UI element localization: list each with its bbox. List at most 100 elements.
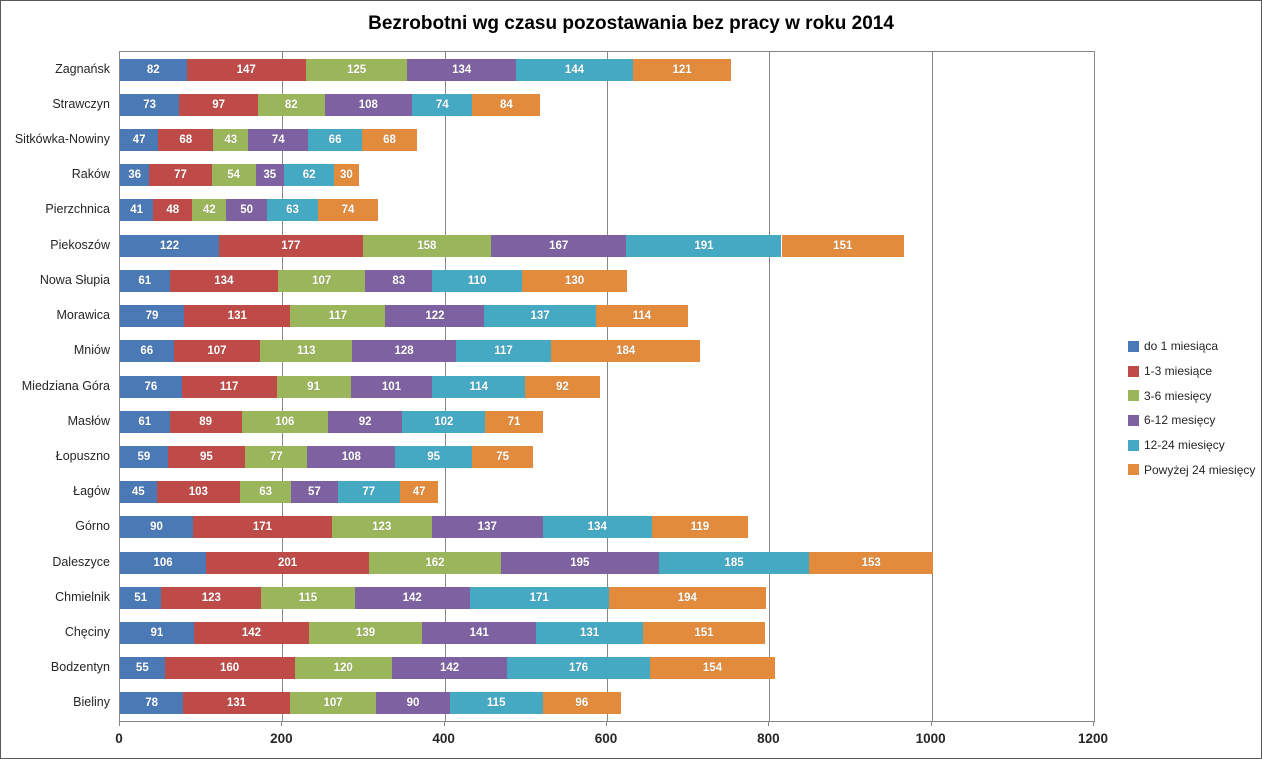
bar-value-label: 68	[179, 134, 193, 147]
bar-segment: 90	[376, 692, 450, 715]
bar-segment: 92	[327, 410, 403, 433]
bar-value-label: 185	[724, 556, 744, 569]
bar-row: 79 131 117 122 137 114	[120, 305, 1094, 328]
bar-value-label: 115	[298, 591, 318, 604]
bar-segment: 103	[156, 481, 241, 504]
legend-label: 1-3 miesiące	[1144, 364, 1213, 379]
category-label: Raków	[71, 167, 110, 182]
x-tick-label-600: 600	[594, 731, 618, 746]
bar-value-label: 57	[307, 486, 321, 499]
bar-segment: 108	[307, 445, 396, 468]
bar-segment: 137	[484, 305, 596, 328]
bar-value-label: 61	[138, 274, 152, 287]
bar-segment: 122	[385, 305, 485, 328]
x-tick-mark-0	[119, 721, 120, 726]
bar-value-label: 162	[425, 556, 445, 569]
category-label: Chęciny	[64, 624, 110, 639]
bar-value-label: 117	[494, 345, 513, 358]
bar-segment: 123	[331, 516, 432, 539]
bar-value-label: 122	[425, 310, 445, 323]
bar-segment: 43	[213, 129, 249, 152]
bar-segment: 63	[266, 199, 319, 222]
bar-value-label: 35	[263, 169, 277, 182]
bar-segment: 66	[308, 129, 362, 152]
bar-segment: 131	[184, 305, 291, 328]
bar-value-label: 78	[145, 697, 159, 710]
bar-value-label: 171	[252, 521, 273, 534]
bar-segment: 134	[407, 58, 517, 81]
bar-value-label: 134	[452, 63, 472, 76]
bar-segment: 41	[120, 199, 154, 222]
bar-segment: 77	[149, 164, 212, 187]
bar-value-label: 147	[236, 63, 256, 76]
bar-value-label: 107	[323, 697, 343, 710]
bar-segment: 184	[550, 340, 701, 363]
bar-row: 76 117 91 101 114 92	[120, 375, 1094, 398]
legend-label: do 1 miesiąca	[1144, 339, 1219, 354]
bar-value-label: 36	[128, 169, 141, 182]
bar-value-label: 59	[137, 450, 151, 463]
bar-segment: 96	[542, 692, 621, 715]
bar-value-label: 195	[570, 556, 590, 569]
bar-segment: 91	[276, 375, 351, 398]
bar-value-label: 92	[358, 415, 372, 428]
bar-segment: 160	[164, 657, 295, 680]
x-tick-label-200: 200	[270, 731, 293, 746]
bar-value-label: 55	[135, 662, 149, 675]
x-tick-label-1000: 1000	[915, 731, 946, 746]
bar-value-label: 41	[130, 204, 144, 217]
x-tick-label-800: 800	[757, 731, 780, 746]
bar-value-label: 191	[694, 239, 714, 252]
bar-segment: 50	[226, 199, 267, 222]
bar-value-label: 97	[212, 98, 225, 111]
plot-area: 82 147 125 134 144 121 73 97 82 108 74 84 47 68 43 74 66…	[119, 51, 1095, 722]
bar-value-label: 101	[381, 380, 402, 393]
bar-value-label: 42	[202, 204, 216, 217]
bar-segment: 82	[120, 58, 187, 81]
bar-row: 61 89 106 92 102 71	[120, 410, 1094, 433]
bar-value-label: 167	[549, 239, 569, 252]
bar-segment: 78	[120, 692, 184, 715]
legend-item: do 1 miesiąca	[1128, 334, 1255, 359]
bar-segment: 130	[521, 269, 628, 292]
bar-segment: 106	[120, 551, 207, 574]
bar-segment: 114	[595, 305, 689, 328]
bar-segment: 144	[516, 58, 633, 81]
bar-segment: 113	[260, 340, 353, 363]
bar-value-label: 134	[587, 521, 607, 534]
bar-segment: 92	[525, 375, 600, 398]
bar-value-label: 90	[406, 697, 420, 710]
bar-value-label: 110	[467, 274, 487, 287]
bar-value-label: 128	[394, 345, 414, 358]
bar-value-label: 102	[434, 415, 454, 428]
bar-value-label: 120	[333, 662, 353, 675]
bar-value-label: 47	[412, 486, 426, 499]
bar-value-label: 123	[372, 521, 392, 534]
bar-value-label: 50	[240, 204, 254, 217]
x-tick-mark-1000	[930, 721, 932, 726]
bar-segment: 59	[120, 445, 168, 468]
bar-value-label: 54	[227, 169, 241, 182]
x-tick-label-400: 400	[432, 731, 455, 746]
bar-segment: 117	[290, 305, 386, 328]
bar-row: 66 107 113 128 117 184	[120, 340, 1094, 363]
legend-swatch-icon	[1128, 365, 1139, 377]
category-label: Chmielnik	[55, 589, 110, 604]
bar-segment: 153	[809, 551, 934, 574]
category-label: Piekoszów	[50, 237, 110, 252]
bar-value-label: 144	[564, 63, 585, 76]
bar-value-label: 96	[575, 697, 589, 710]
bar-value-label: 45	[131, 486, 145, 499]
bar-segment: 125	[305, 58, 408, 81]
bar-value-label: 119	[690, 521, 710, 534]
bar-value-label: 68	[383, 134, 396, 147]
category-label: Strawczyn	[52, 96, 110, 111]
bar-value-label: 114	[632, 310, 652, 323]
gridline-600	[607, 52, 608, 721]
bar-row: 73 97 82 108 74 84	[120, 93, 1094, 116]
bar-value-label: 77	[362, 486, 376, 499]
x-tick-label-1200: 1200	[1077, 731, 1109, 746]
bar-value-label: 160	[219, 662, 240, 675]
bar-value-label: 63	[286, 204, 299, 217]
